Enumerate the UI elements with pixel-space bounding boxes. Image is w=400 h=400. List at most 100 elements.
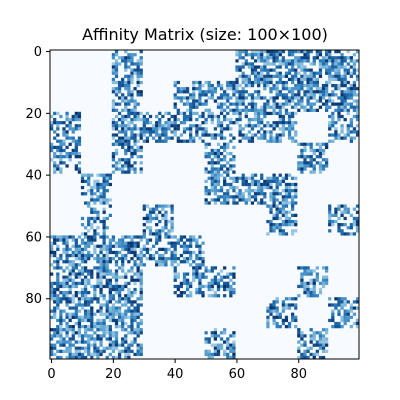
heatmap-cell xyxy=(145,238,150,242)
heatmap-cell xyxy=(235,53,239,57)
heatmap-cell xyxy=(99,247,103,251)
heatmap-cell xyxy=(87,318,91,323)
heatmap-cell xyxy=(266,179,270,184)
heatmap-cell xyxy=(164,250,168,255)
heatmap-cell xyxy=(281,102,285,106)
heatmap-cell xyxy=(53,306,57,310)
heatmap-cell xyxy=(263,74,267,78)
heatmap-cell xyxy=(315,90,319,94)
heatmap-cell xyxy=(130,62,134,66)
heatmap-cell xyxy=(139,328,143,332)
heatmap-cell xyxy=(124,65,128,69)
heatmap-cells xyxy=(50,50,360,360)
heatmap-cell xyxy=(281,93,285,97)
heatmap-cell xyxy=(62,275,66,279)
heatmap-cell xyxy=(352,127,357,131)
heatmap-cell xyxy=(287,121,292,125)
heatmap-cell xyxy=(346,210,350,214)
heatmap-cell xyxy=(185,287,190,292)
heatmap-cell xyxy=(111,90,116,94)
heatmap-cell xyxy=(71,266,75,270)
heatmap-cell xyxy=(93,198,97,202)
heatmap-cell xyxy=(349,306,353,310)
heatmap-cell xyxy=(294,176,298,180)
heatmap-cell xyxy=(300,352,304,357)
heatmap-cell xyxy=(284,213,289,218)
heatmap-cell xyxy=(130,74,134,78)
heatmap-cell xyxy=(291,124,295,128)
heatmap-cell xyxy=(90,297,94,301)
heatmap-cell xyxy=(71,284,75,289)
heatmap-cell xyxy=(130,96,134,100)
heatmap-cell xyxy=(309,68,313,72)
heatmap-cell xyxy=(93,331,97,335)
heatmap-cell xyxy=(229,287,233,292)
heatmap-cell xyxy=(241,56,245,60)
heatmap-cell xyxy=(244,53,248,57)
heatmap-cell xyxy=(139,80,143,85)
heatmap-cell xyxy=(250,80,255,85)
heatmap-cell xyxy=(318,340,323,344)
heatmap-cell xyxy=(80,291,85,295)
heatmap-cell xyxy=(117,309,122,313)
heatmap-cell xyxy=(229,102,233,106)
heatmap-cell xyxy=(223,340,227,344)
heatmap-cell xyxy=(114,263,119,267)
heatmap-cell xyxy=(139,321,143,326)
heatmap-cell xyxy=(238,93,242,97)
heatmap-cell xyxy=(127,247,131,251)
heatmap-cell xyxy=(62,250,66,255)
heatmap-cell xyxy=(142,253,146,258)
heatmap-cell xyxy=(244,182,248,187)
heatmap-cell xyxy=(244,96,248,100)
heatmap-cell xyxy=(108,198,112,202)
heatmap-cell xyxy=(173,269,177,273)
heatmap-cell xyxy=(59,155,63,159)
heatmap-cell xyxy=(117,56,122,60)
heatmap-cell xyxy=(281,300,285,304)
heatmap-cell xyxy=(232,281,236,285)
heatmap-cell xyxy=(229,355,233,360)
heatmap-cell xyxy=(303,68,307,72)
heatmap-cell xyxy=(136,257,140,261)
heatmap-cell xyxy=(232,90,236,94)
heatmap-cell xyxy=(284,108,289,112)
heatmap-cell xyxy=(53,238,57,242)
heatmap-cell xyxy=(77,328,82,332)
heatmap-cell xyxy=(207,83,211,88)
heatmap-cell xyxy=(210,176,214,180)
heatmap-cell xyxy=(71,127,75,131)
heatmap-cell xyxy=(145,117,150,122)
heatmap-cell xyxy=(96,182,100,187)
heatmap-cell xyxy=(62,278,66,282)
heatmap-cell xyxy=(303,77,307,82)
heatmap-cell xyxy=(247,139,251,143)
heatmap-cell xyxy=(355,219,360,224)
heatmap-cell xyxy=(355,105,360,109)
heatmap-cell xyxy=(269,130,273,134)
heatmap-cell xyxy=(269,56,273,60)
heatmap-cell xyxy=(185,96,190,100)
heatmap-cell xyxy=(130,155,134,159)
heatmap-cell xyxy=(59,297,63,301)
heatmap-cell xyxy=(74,241,78,245)
heatmap-cell xyxy=(321,93,326,97)
heatmap-cell xyxy=(349,87,353,91)
heatmap-cell xyxy=(207,355,211,360)
heatmap-cell xyxy=(195,117,199,122)
heatmap-cell xyxy=(219,130,224,134)
heatmap-cell xyxy=(238,50,242,54)
heatmap-cell xyxy=(139,170,143,174)
heatmap-cell xyxy=(207,192,211,196)
heatmap-cell xyxy=(328,219,332,224)
heatmap-cell xyxy=(284,297,289,301)
heatmap-cell xyxy=(325,269,329,273)
heatmap-cell xyxy=(124,337,128,341)
heatmap-cell xyxy=(355,117,360,122)
heatmap-cell xyxy=(111,117,116,122)
heatmap-cell xyxy=(198,244,202,248)
heatmap-cell xyxy=(232,176,236,180)
heatmap-cell xyxy=(331,59,335,63)
heatmap-cell xyxy=(325,93,329,97)
heatmap-cell xyxy=(269,124,273,128)
